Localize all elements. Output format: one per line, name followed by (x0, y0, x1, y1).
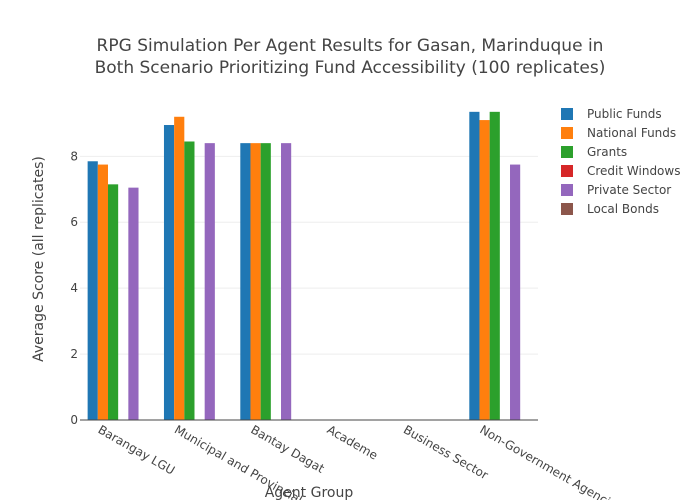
legend-item[interactable]: Private Sector (561, 183, 671, 197)
legend-item[interactable]: Local Bonds (561, 202, 659, 216)
legend-label: Local Bonds (587, 202, 659, 216)
bar[interactable] (174, 116, 185, 420)
legend-label: Credit Windows (587, 164, 680, 178)
legend-item[interactable]: National Funds (561, 126, 676, 140)
gridlines (80, 155, 538, 355)
bar[interactable] (281, 143, 292, 420)
series-public-funds (87, 111, 480, 421)
bar[interactable] (260, 143, 271, 420)
legend-item[interactable]: Credit Windows (561, 164, 680, 178)
bar[interactable] (163, 125, 175, 420)
bar[interactable] (489, 111, 500, 420)
y-tick-label: 2 (70, 347, 78, 361)
series-private-sector (128, 143, 521, 420)
chart-title-line-2: Both Scenario Prioritizing Fund Accessib… (95, 58, 606, 78)
series-grants (107, 111, 500, 420)
legend-swatch (561, 108, 573, 120)
legend-label: Public Funds (587, 107, 662, 121)
x-tick-label: Business Sector (401, 422, 491, 482)
x-tick-label: Barangay LGU (96, 422, 178, 477)
x-axis-title: Agent Group (265, 485, 354, 500)
x-tick-label: Non-Government Agencies (477, 422, 624, 500)
y-tick-label: 0 (70, 413, 78, 427)
chart-title-line-1: RPG Simulation Per Agent Results for Gas… (97, 36, 604, 56)
bar[interactable] (250, 143, 261, 420)
bar[interactable] (510, 164, 521, 420)
legend-swatch (561, 203, 573, 215)
y-axis-title: Average Score (all replicates) (31, 156, 47, 362)
y-tick-label: 8 (70, 149, 78, 163)
y-tick-label: 4 (70, 281, 78, 295)
bar[interactable] (87, 161, 98, 421)
bar[interactable] (184, 141, 195, 420)
legend-item[interactable]: Grants (561, 145, 627, 159)
bar[interactable] (469, 111, 480, 420)
legend: Public Funds National Funds Grants Credit W… (561, 107, 680, 216)
y-axis-ticks: 0 2 4 6 8 (70, 149, 78, 427)
bar[interactable] (240, 143, 251, 420)
legend-swatch (561, 184, 573, 196)
legend-label: Grants (587, 145, 627, 159)
legend-swatch (561, 146, 573, 158)
legend-item[interactable]: Public Funds (561, 107, 662, 121)
bar[interactable] (97, 164, 108, 420)
bars (87, 111, 521, 421)
legend-swatch (561, 127, 573, 139)
legend-label: Private Sector (587, 183, 671, 197)
series-national-funds (97, 116, 490, 421)
bar[interactable] (204, 143, 215, 420)
x-tick-label: Bantay Dagat (248, 422, 327, 475)
chart-title: RPG Simulation Per Agent Results for Gas… (95, 36, 606, 78)
bar[interactable] (479, 120, 490, 421)
x-tick-label: Academe (325, 422, 381, 462)
bar[interactable] (107, 184, 119, 420)
legend-swatch (561, 165, 573, 177)
y-tick-label: 6 (70, 215, 78, 229)
legend-label: National Funds (587, 126, 676, 140)
bar[interactable] (128, 187, 139, 420)
